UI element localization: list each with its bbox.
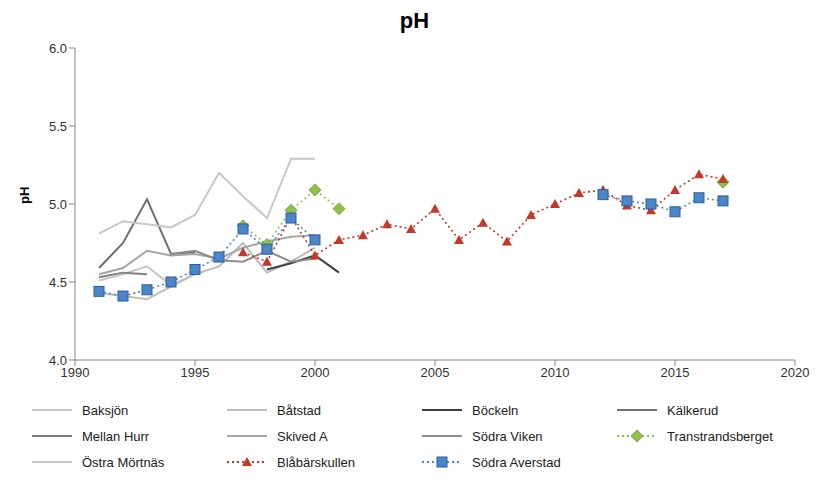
html-text:Södra Averstad: Södra Averstad	[472, 454, 561, 470]
svg-text:2005: 2005	[421, 365, 450, 380]
html-text:pH: pH	[399, 8, 430, 33]
html-text:Södra Viken: Södra Viken	[472, 428, 543, 444]
svg-text:pH: pH	[17, 187, 32, 204]
svg-text:1995: 1995	[181, 365, 210, 380]
svg-text:2010: 2010	[541, 365, 570, 380]
svg-text:5.5: 5.5	[49, 119, 67, 134]
html-text:Mellan Hurr: Mellan Hurr	[82, 428, 150, 444]
svg-text:2000: 2000	[301, 365, 330, 380]
svg-text:6.0: 6.0	[49, 41, 67, 56]
html-text:Böckeln: Böckeln	[472, 402, 519, 418]
svg-text:2015: 2015	[661, 365, 690, 380]
svg-text:1990: 1990	[60, 365, 90, 381]
svg-text:4.5: 4.5	[49, 275, 67, 290]
svg-text:2020: 2020	[781, 365, 810, 380]
html-text:Transtrandsberget: Transtrandsberget	[667, 428, 773, 444]
html-text:Kälkerud: Kälkerud	[667, 402, 719, 418]
html-text:Baksjön: Baksjön	[82, 402, 129, 418]
svg-text:4.0: 4.0	[49, 353, 67, 368]
svg-text:5.0: 5.0	[49, 197, 67, 212]
html-text:Skived A: Skived A	[277, 428, 328, 444]
html-text:Blåbärskullen: Blåbärskullen	[277, 454, 355, 470]
html-text:Båtstad: Båtstad	[277, 402, 322, 418]
html-text:Östra Mörtnäs: Östra Mörtnäs	[82, 454, 165, 470]
